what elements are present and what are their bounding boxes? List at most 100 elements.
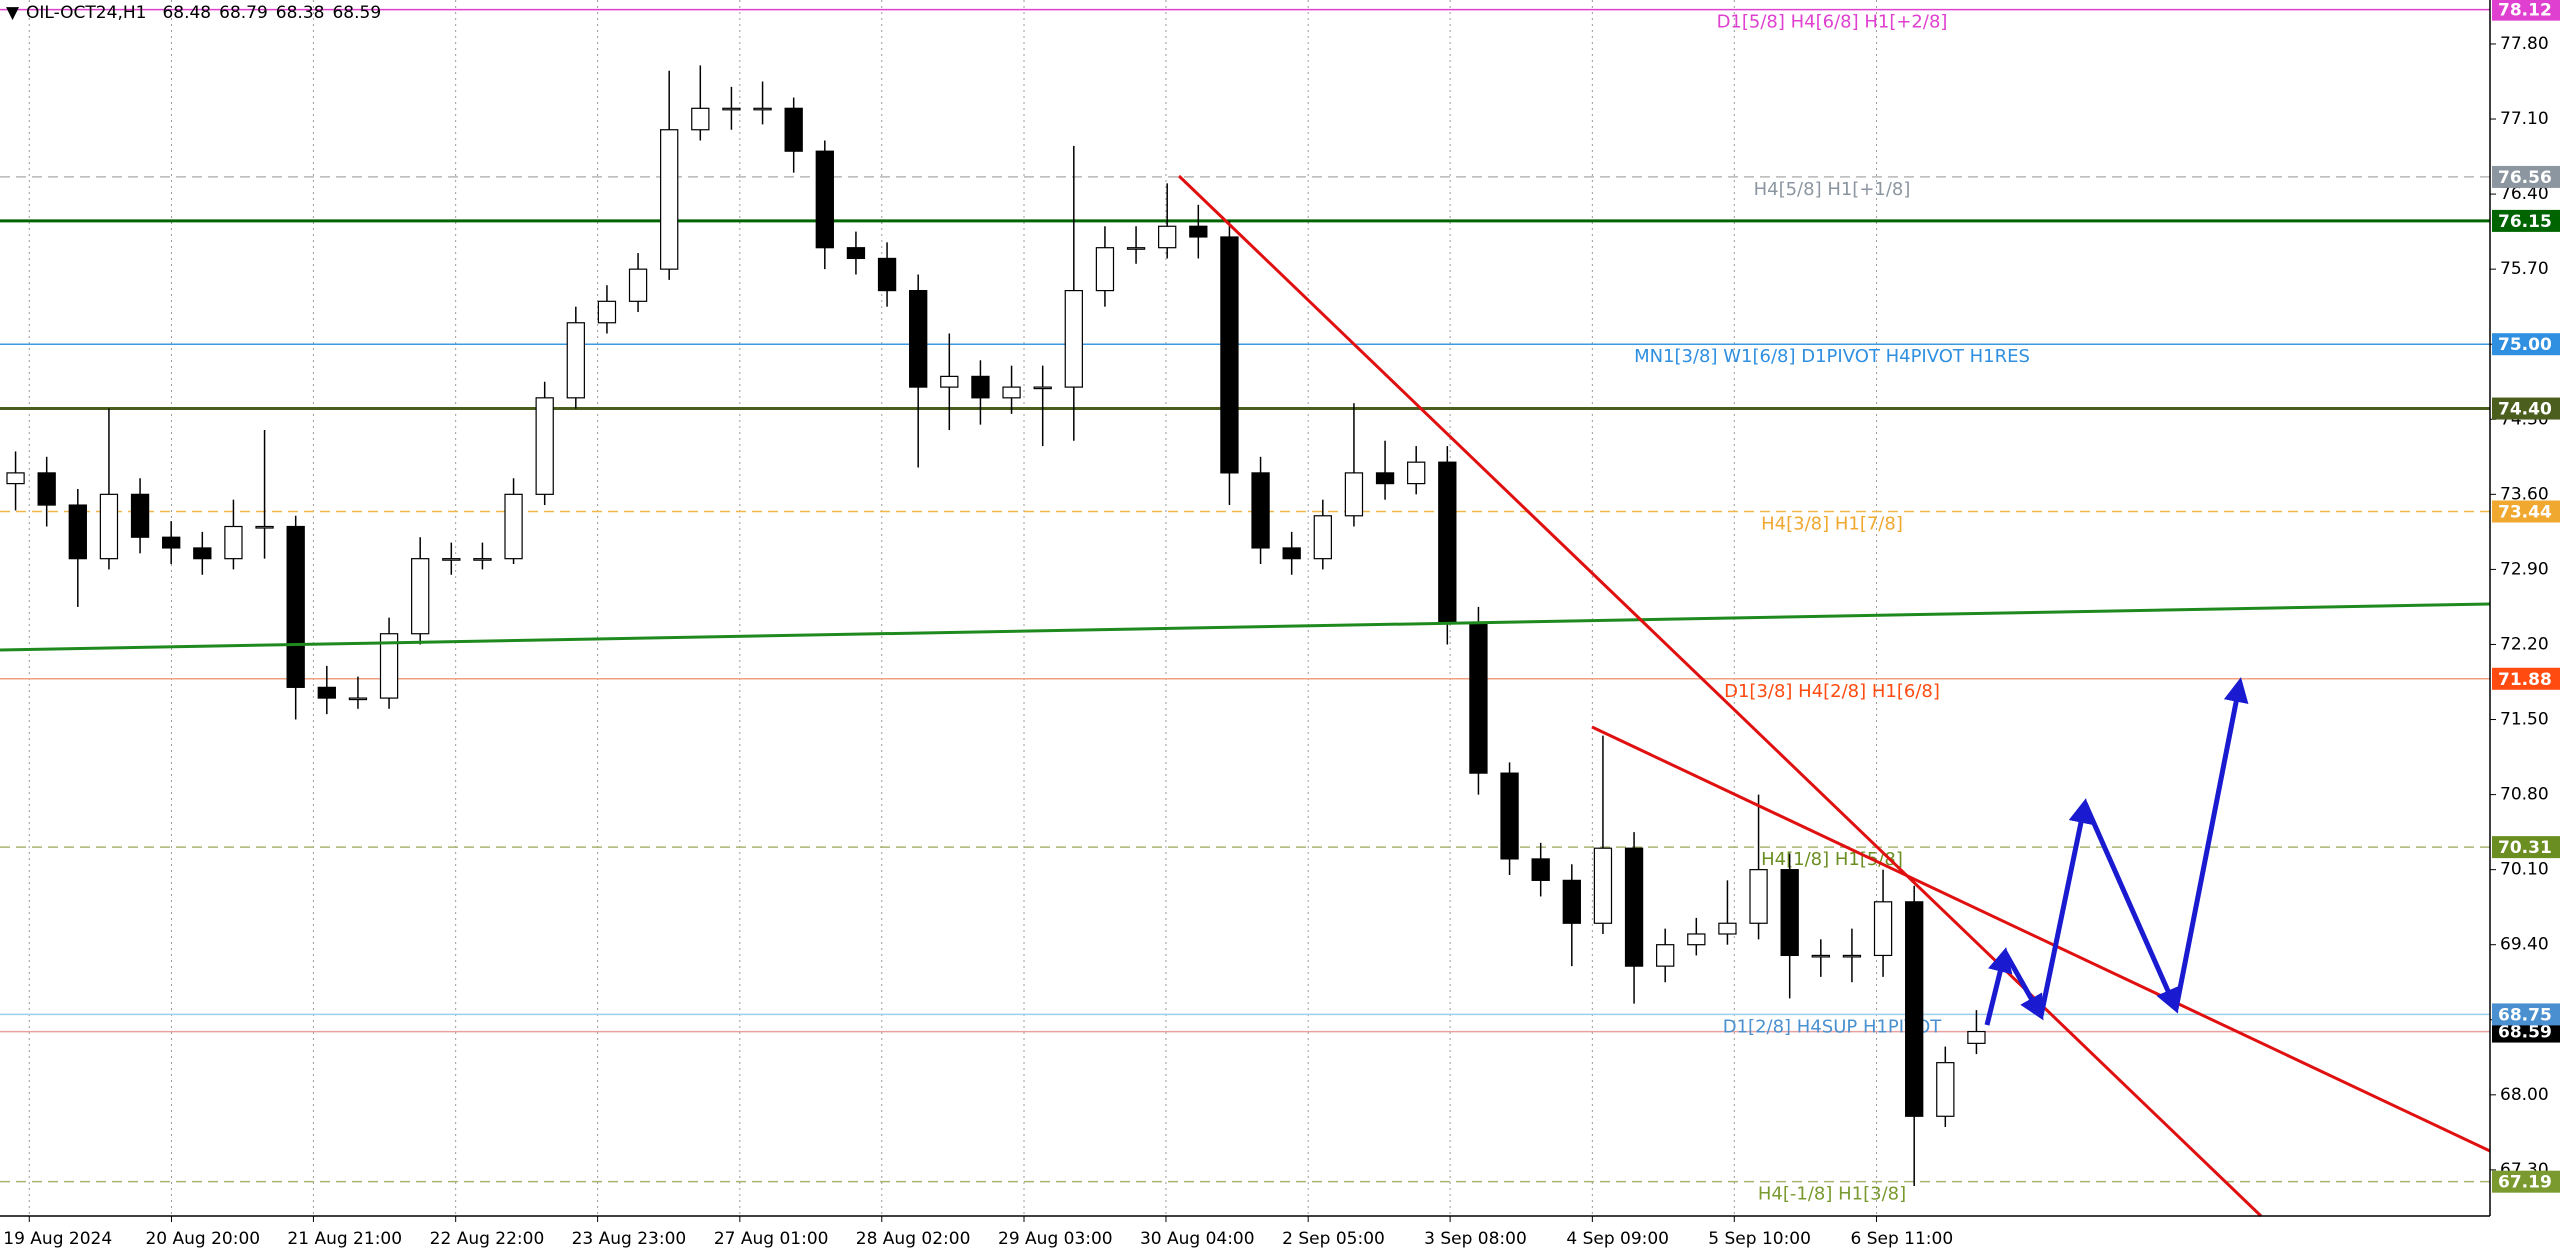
candle-body (1780, 869, 1799, 957)
candle-body (722, 107, 741, 111)
x-tick-label: 2 Sep 05:00 (1282, 1229, 1385, 1249)
level-label: H4[3/8] H1[7/8] (1761, 513, 1903, 534)
price-tag-label: 67.19 (2498, 1173, 2552, 1193)
candle-body (1438, 461, 1457, 624)
candle-body (224, 525, 243, 560)
header-high: 68.79 (219, 3, 268, 23)
price-tag (2492, 397, 2560, 420)
candle-body (597, 300, 617, 324)
x-tick-label: 5 Sep 10:00 (1708, 1229, 1811, 1249)
forecast-path (1984, 677, 2249, 1026)
y-tick-label: 72.20 (2500, 634, 2549, 654)
y-tick-label: 77.10 (2500, 109, 2549, 129)
candle-body (535, 397, 554, 495)
header-low: 68.38 (276, 3, 325, 23)
price-tag-label: 71.88 (2498, 670, 2552, 690)
candle-body (784, 107, 803, 152)
candle-body (1469, 622, 1488, 774)
x-tick-label: 22 Aug 22:00 (430, 1229, 545, 1249)
candle-body (1064, 289, 1083, 388)
candle-body (1344, 472, 1364, 517)
drawings (0, 174, 2491, 1218)
candle-body (1531, 858, 1550, 881)
candle-body (1220, 236, 1239, 474)
price-tag (2492, 667, 2560, 690)
price-tag-label: 76.15 (2498, 212, 2552, 232)
candle-body (162, 536, 181, 549)
candle-body (691, 107, 710, 131)
x-tick-label: 27 Aug 01:00 (714, 1229, 829, 1249)
candle-body (1251, 472, 1270, 549)
candle-body (379, 633, 399, 699)
candle-body (1126, 247, 1146, 250)
candle-body (1313, 515, 1332, 560)
candle-body (877, 257, 897, 292)
price-tag (2492, 1020, 2560, 1043)
x-tick-label: 3 Sep 08:00 (1424, 1229, 1527, 1249)
trend-line (1591, 725, 2491, 1153)
price-tag (2492, 836, 2560, 859)
y-tick-label: 72.90 (2500, 559, 2549, 579)
candle-body (1002, 386, 1021, 399)
candle-body (1375, 472, 1395, 485)
price-tag (2492, 0, 2560, 21)
level-label: D1[3/8] H4[2/8] H1[6/8] (1724, 681, 1940, 702)
levels: D1[5/8] H4[6/8] H1[+2/8] H4[5/8] H1[+1/8]… (0, 8, 2490, 1205)
price-tag-label: 70.31 (2498, 838, 2552, 858)
candle-body (628, 268, 648, 302)
level-label: H4[-1/8] H1[3/8] (1758, 1184, 1906, 1205)
candle-body (1624, 847, 1644, 967)
candle-body (37, 472, 56, 506)
candle-body (1500, 772, 1519, 860)
header-open: 68.48 (162, 3, 211, 23)
candle-body (1189, 225, 1208, 238)
candle-body (1033, 386, 1052, 390)
x-tick-label: 4 Sep 09:00 (1566, 1229, 1669, 1249)
price-tag-label: 73.44 (2498, 502, 2552, 522)
trend-line (0, 602, 2491, 652)
candle-body (660, 129, 679, 270)
candle-body (1873, 901, 1893, 957)
price-tag-label: 74.40 (2498, 400, 2552, 420)
price-tag (2492, 165, 2560, 188)
candle-body (1687, 933, 1706, 946)
x-tick-label: 19 Aug 2024 (3, 1229, 112, 1249)
candles (6, 65, 1986, 1186)
y-tick-label: 69.40 (2500, 935, 2549, 955)
candle-body (815, 150, 834, 249)
level-label: H4[5/8] H1[+1/8] (1754, 179, 1911, 200)
candle-body (68, 504, 87, 560)
x-tick-label: 29 Aug 03:00 (998, 1229, 1113, 1249)
symbol: OIL-OCT24,H1 (26, 3, 146, 23)
x-tick-label: 20 Aug 20:00 (145, 1229, 260, 1249)
price-tags: 78.12 76.56 76.15 75.00 74.40 73.44 71.88 70.31… (2492, 0, 2560, 1193)
candle-body (1811, 954, 1830, 958)
candle-body (1905, 901, 1924, 1117)
y-tick-label: 70.10 (2500, 860, 2549, 880)
candle-body (99, 493, 119, 560)
candle-body (6, 472, 25, 485)
y-tick-label: 77.80 (2500, 34, 2549, 54)
candle-body (1718, 922, 1737, 935)
price-tag (2492, 1003, 2560, 1026)
candle-body (971, 375, 990, 399)
candle-body (442, 558, 461, 561)
candle-body (411, 558, 430, 635)
candle-body (1562, 879, 1581, 924)
y-tick-label: 75.70 (2500, 259, 2549, 279)
candle-body (846, 247, 866, 260)
x-tick-label: 21 Aug 21:00 (287, 1229, 402, 1249)
level-label: D1[5/8] H4[6/8] H1[+2/8] (1717, 12, 1948, 33)
chart-header: OIL-OCT24,H1 68.48 68.79 68.38 68.59 (26, 3, 381, 23)
candle-body (473, 558, 492, 561)
header-close: 68.59 (332, 3, 381, 23)
candle-body (1656, 944, 1675, 967)
candle-body (1158, 225, 1177, 249)
price-tag-label: 68.75 (2498, 1005, 2552, 1025)
candle-body (504, 493, 523, 560)
candle-body (1407, 461, 1426, 485)
level-label: H4[1/8] H1[5/8] (1761, 849, 1903, 870)
price-tag-label: 78.12 (2498, 1, 2552, 21)
